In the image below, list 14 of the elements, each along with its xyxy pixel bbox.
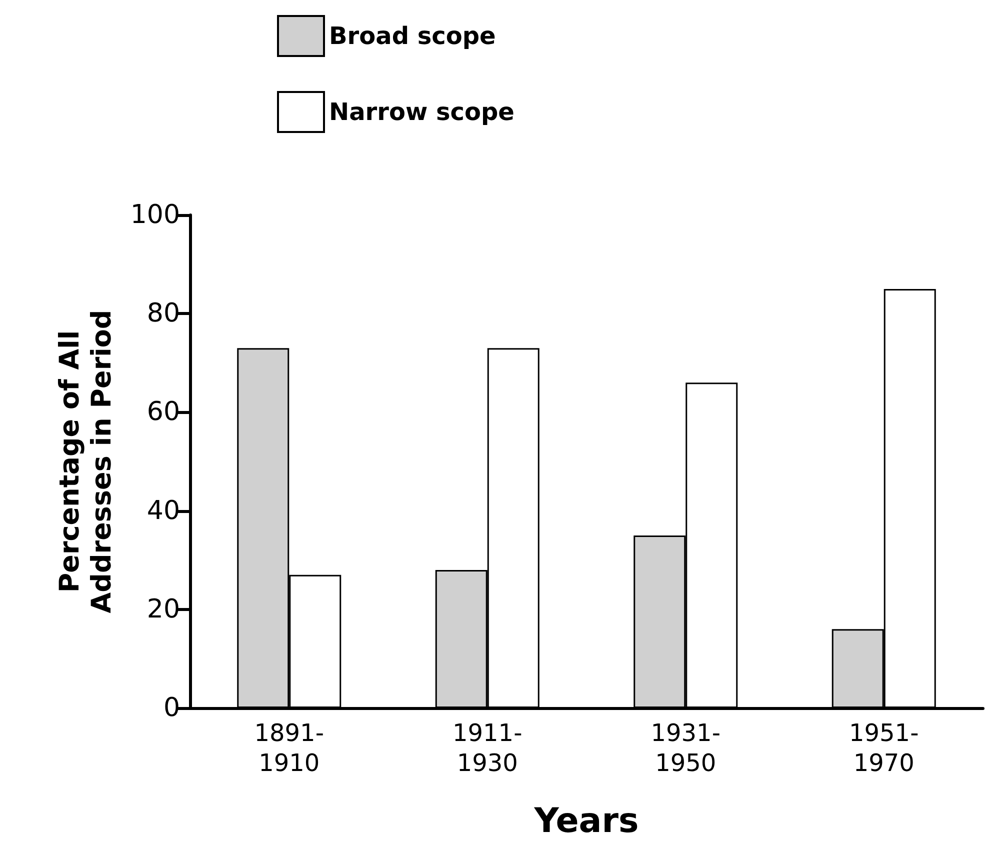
y-tick-label: 20 xyxy=(146,594,180,624)
legend-label: Narrow scope xyxy=(329,98,514,126)
y-tick-label: 0 xyxy=(163,693,180,723)
y-axis-title: Percentage of All Addresses in Period xyxy=(54,310,118,614)
y-tick-label: 60 xyxy=(146,397,180,428)
x-axis-title: Years xyxy=(533,801,639,841)
legend-label: Broad scope xyxy=(329,22,496,50)
x-tick-label: 1951- 1970 xyxy=(849,719,919,777)
x-tick-label: 1891- 1910 xyxy=(254,719,324,777)
y-tick-label: 80 xyxy=(146,298,180,329)
y-tick-label: 100 xyxy=(130,200,180,230)
y-tick-label: 40 xyxy=(146,496,180,526)
x-tick-label: 1931- 1950 xyxy=(650,719,720,777)
x-tick-label: 1911- 1930 xyxy=(452,719,522,777)
